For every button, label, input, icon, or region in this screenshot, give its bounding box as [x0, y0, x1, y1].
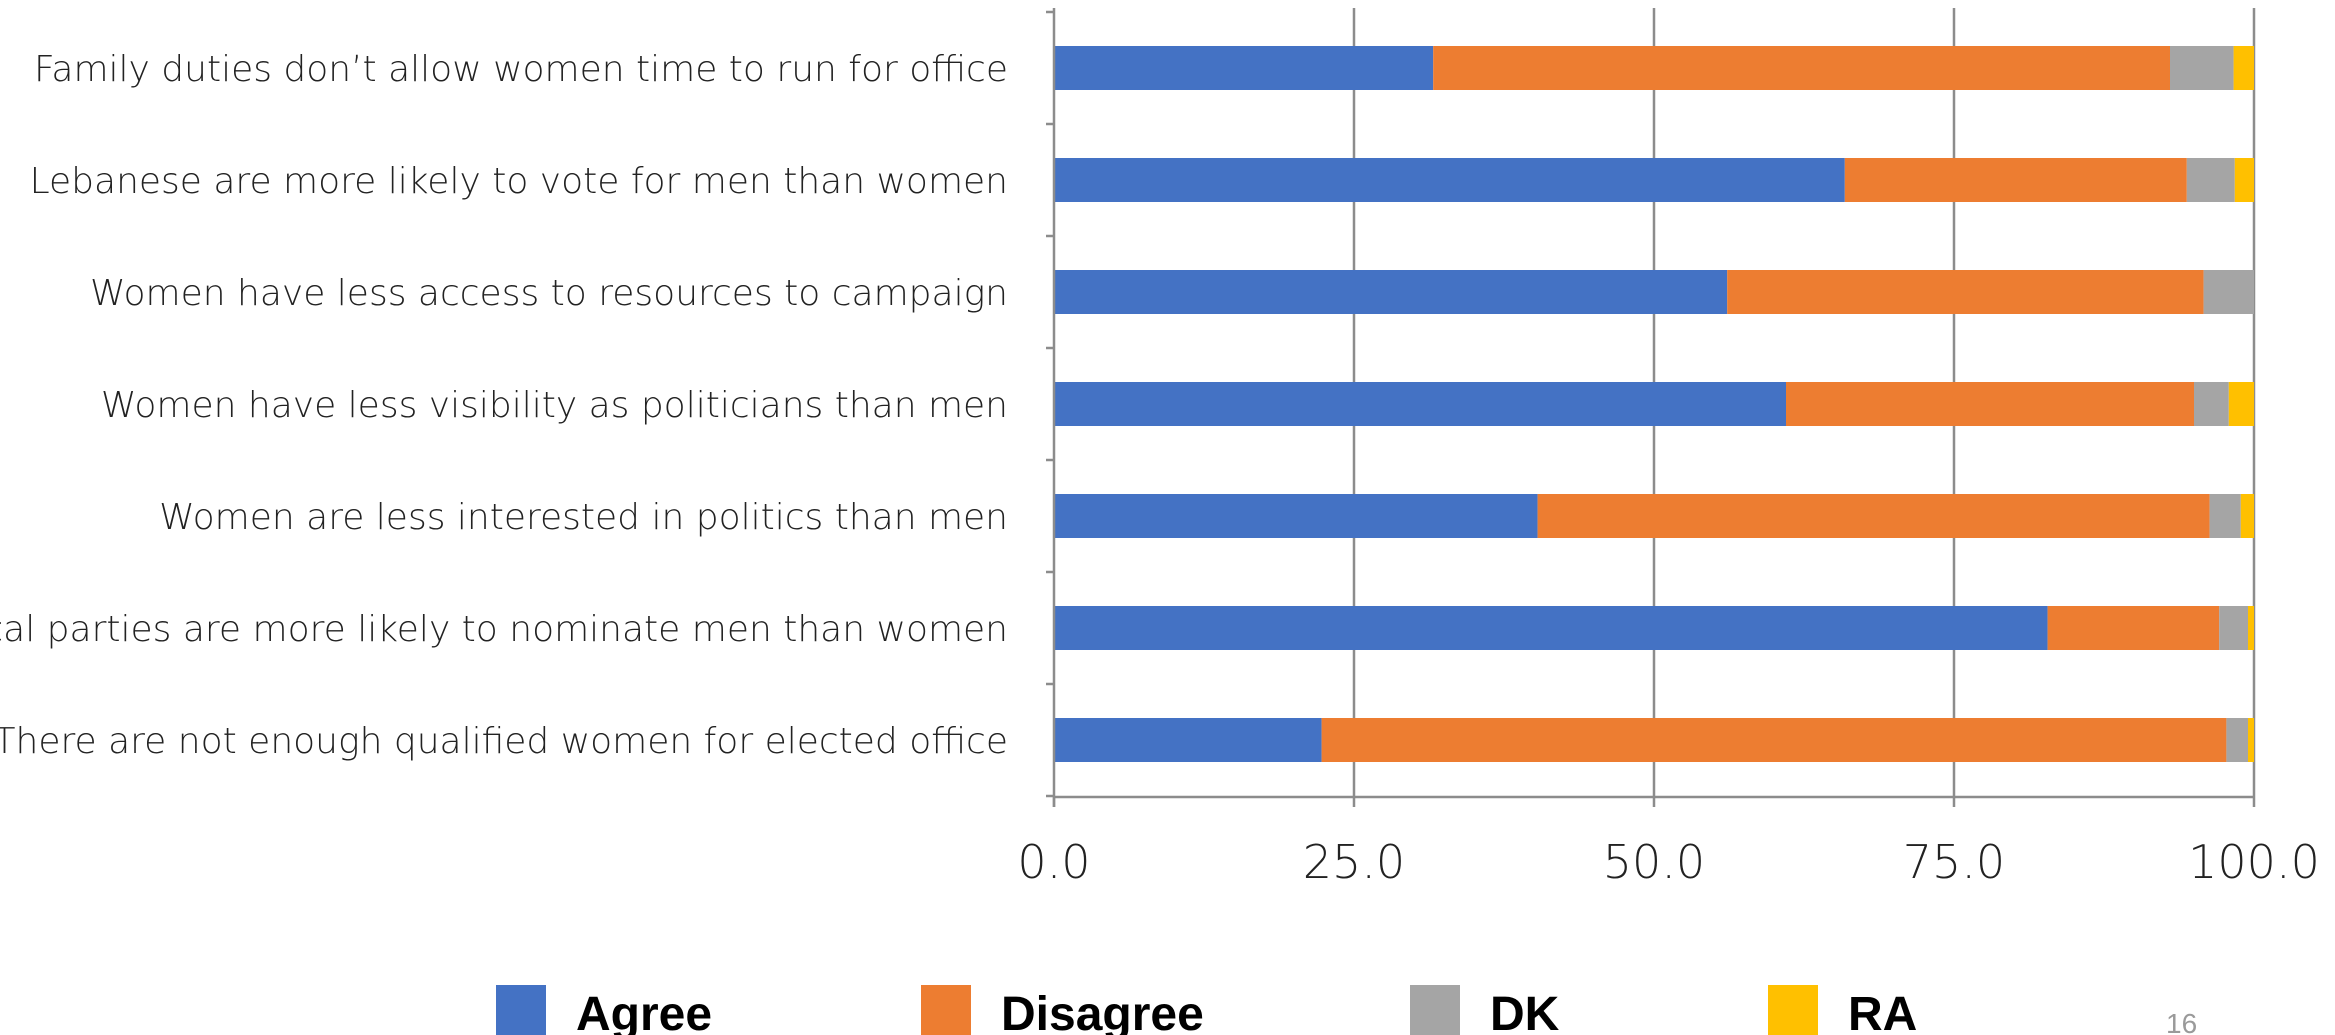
bar-ra-0 — [2233, 46, 2254, 90]
bars — [1054, 46, 2254, 762]
legend-swatch-agree — [496, 985, 546, 1035]
x-tick-label-0: 0.0 — [1017, 835, 1090, 889]
bar-dk-4 — [2209, 494, 2241, 538]
x-tick-label-2: 50.0 — [1603, 835, 1705, 889]
category-label-5: Political parties are more likely to nom… — [0, 609, 1008, 650]
bar-agree-5 — [1054, 606, 2048, 650]
x-tick-label-3: 75.0 — [1903, 835, 2005, 889]
legend-swatch-disagree — [921, 985, 971, 1035]
x-tick-label-1: 25.0 — [1303, 835, 1405, 889]
category-label-1: Lebanese are more likely to vote for men… — [30, 161, 1008, 202]
bar-disagree-4 — [1537, 494, 2210, 538]
legend: Agree Disagree DK RA — [496, 985, 1917, 1035]
category-label-0: Family duties don’t allow women time to … — [34, 49, 1008, 90]
legend-label-agree: Agree — [576, 988, 712, 1035]
bar-agree-2 — [1054, 270, 1728, 314]
bar-agree-3 — [1054, 382, 1786, 426]
bar-dk-5 — [2219, 606, 2248, 650]
bar-agree-6 — [1054, 718, 1322, 762]
legend-label-ra: RA — [1848, 988, 1917, 1035]
bar-ra-6 — [2248, 718, 2254, 762]
legend-label-disagree: Disagree — [1001, 988, 1204, 1035]
bar-dk-3 — [2194, 382, 2229, 426]
category-label-2: Women have less access to resources to c… — [90, 273, 1008, 314]
category-label-3: Women have less visibility as politician… — [101, 385, 1008, 426]
bar-ra-3 — [2228, 382, 2254, 426]
bar-ra-5 — [2248, 606, 2254, 650]
legend-swatch-dk — [1410, 985, 1460, 1035]
bar-ra-1 — [2234, 158, 2254, 202]
bar-dk-0 — [2170, 46, 2234, 90]
category-label-6: There are not enough qualified women for… — [0, 721, 1008, 762]
legend-label-dk: DK — [1490, 988, 1560, 1035]
bar-disagree-2 — [1727, 270, 2204, 314]
category-label-4: Women are less interested in politics th… — [159, 497, 1008, 538]
bar-disagree-1 — [1844, 158, 2187, 202]
bar-disagree-5 — [2047, 606, 2220, 650]
bar-disagree-6 — [1321, 718, 2227, 762]
bar-disagree-3 — [1786, 382, 2194, 426]
page-number: 16 — [2166, 1008, 2197, 1035]
category-labels: Family duties don’t allow women time to … — [0, 49, 1008, 762]
bar-dk-2 — [2203, 270, 2254, 314]
legend-swatch-ra — [1768, 985, 1818, 1035]
bar-disagree-0 — [1433, 46, 2170, 90]
axes — [1046, 8, 2256, 807]
bar-dk-6 — [2226, 718, 2248, 762]
bar-agree-4 — [1054, 494, 1538, 538]
bar-dk-1 — [2186, 158, 2235, 202]
bar-agree-0 — [1054, 46, 1434, 90]
x-tick-labels: 0.0 25.0 50.0 75.0 100.0 — [1017, 835, 2319, 889]
x-tick-label-4: 100.0 — [2188, 835, 2320, 889]
bar-agree-1 — [1054, 158, 1845, 202]
bar-ra-4 — [2240, 494, 2254, 538]
